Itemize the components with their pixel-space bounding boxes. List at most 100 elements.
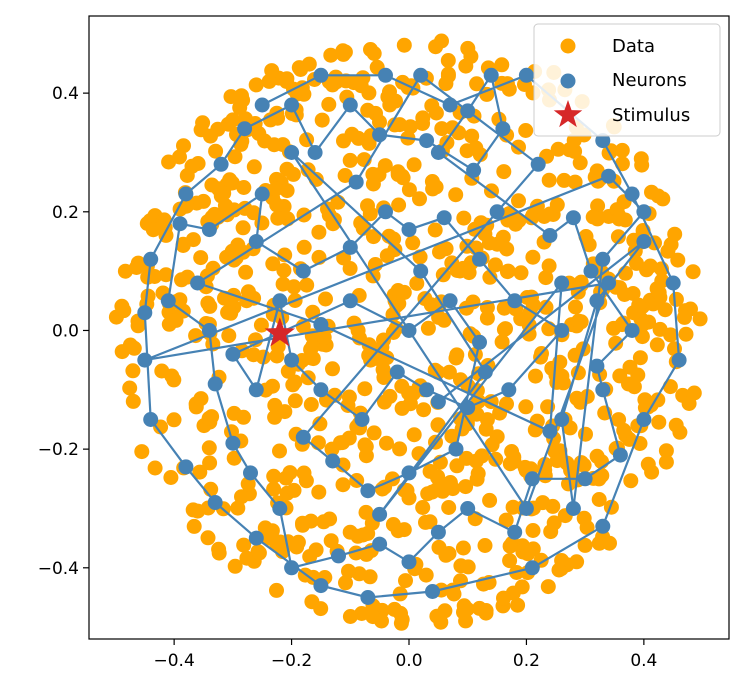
data-point [444,428,460,444]
neuron-point [624,186,640,202]
neuron-point [284,560,300,576]
data-point [311,224,327,240]
neuron-point [425,584,440,599]
data-point [502,553,518,569]
neuron-point [419,382,435,398]
neuron-point [524,560,540,576]
data-point [192,464,208,480]
data-point [630,367,646,383]
data-point [147,460,163,476]
data-point [290,534,306,550]
data-point [239,550,255,566]
neuron-point [601,275,617,291]
data-point [662,379,678,395]
data-point [438,76,454,92]
data-point [357,381,373,397]
data-point [222,172,238,188]
data-point [311,484,327,500]
data-point [393,615,409,631]
data-point [216,185,232,201]
data-point [248,332,263,348]
neuron-point [401,554,417,570]
neuron-point [413,67,429,83]
data-point [670,252,686,268]
data-point [401,490,417,506]
data-point [295,517,311,533]
data-point [246,159,262,175]
data-point [227,558,243,574]
data-point [321,207,337,223]
data-point [208,143,224,159]
neuron-point [331,548,346,564]
data-point [538,299,554,315]
data-point [459,450,474,466]
data-point [502,538,518,554]
data-point [415,110,431,126]
data-point [440,53,456,68]
neuron-point [313,382,329,398]
data-point [578,426,593,442]
data-point [164,368,180,384]
data-point [217,198,233,214]
neuron-point [665,275,681,291]
data-point [499,264,515,280]
data-point [652,321,668,337]
data-point [433,614,449,630]
data-point [651,414,667,430]
stimulus-layer [264,317,296,347]
data-point [277,247,293,263]
data-point [499,241,515,257]
data-point [461,265,477,281]
neuron-point [495,121,511,137]
neuron-point [583,263,599,279]
data-point [608,335,624,351]
data-point [186,518,202,534]
data-point [549,374,565,390]
x-tick-label: −0.4 [153,651,194,671]
neuron-point [413,263,429,279]
neuron-point [460,400,476,416]
data-point [174,272,189,288]
data-point [282,465,298,481]
data-point [535,495,551,511]
neuron-point [624,323,640,338]
x-tick-label: 0.2 [513,651,540,671]
data-point [185,232,201,248]
neuron-point [460,103,476,119]
data-point [268,181,284,197]
data-point [417,291,433,307]
data-point [360,102,376,118]
data-point [172,149,187,165]
data-point [323,533,339,549]
neuron-point [354,412,370,427]
data-point [518,399,534,415]
data-point [316,514,332,530]
data-point [455,540,471,556]
neuron-point [612,447,628,463]
data-point [176,138,191,154]
data-point [267,409,283,425]
data-point [496,300,512,316]
data-point [541,172,557,188]
data-point [626,379,642,395]
neuron-point [178,459,194,475]
neuron-point [378,204,393,220]
data-point [513,265,529,281]
data-point [266,481,282,497]
data-point [416,402,432,418]
data-point [677,309,692,325]
neuron-point [190,275,206,291]
data-point [257,520,273,536]
data-point [200,530,216,546]
neuron-point [483,67,499,83]
data-point [362,569,378,585]
data-point [581,237,597,253]
neuron-point [237,121,253,137]
neuron-point [565,501,581,516]
neuron-point [589,293,605,309]
data-point [365,609,381,625]
data-point [195,115,211,131]
data-point [482,492,498,508]
data-point [264,63,280,79]
